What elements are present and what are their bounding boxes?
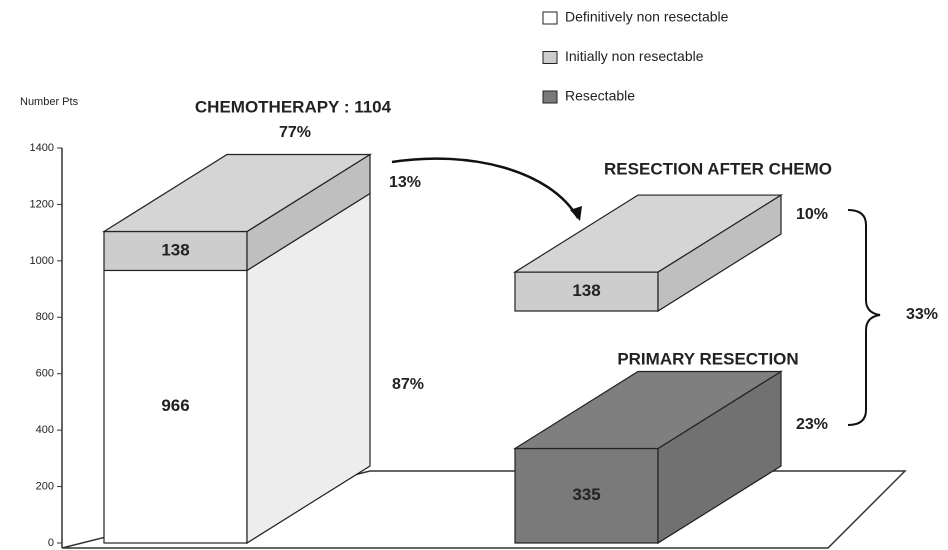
legend-swatch [542, 51, 558, 64]
y-tick-label: 0 [48, 537, 54, 549]
legend-label: Initially non resectable [565, 48, 704, 64]
legend-label: Resectable [565, 88, 635, 104]
y-tick-label: 1000 [30, 255, 54, 267]
annotation: 13% [389, 174, 421, 191]
y-tick-label: 200 [36, 480, 54, 492]
y-tick-label: 600 [36, 368, 54, 380]
category-label: RESECTION AFTER CHEMO [604, 159, 832, 178]
y-tick-label: 1200 [30, 198, 54, 210]
bar [514, 271, 659, 312]
legend-label: Definitively non resectable [565, 9, 729, 25]
y-tick-label: 400 [36, 424, 54, 436]
annotation: 10% [796, 206, 828, 223]
annotation: 77% [279, 124, 311, 141]
bar-top [101, 153, 373, 233]
bar-top [512, 194, 784, 273]
brace [847, 209, 881, 426]
legend-swatch [542, 11, 558, 25]
arrow-head [570, 206, 582, 221]
y-axis-label: Number Pts [20, 96, 79, 108]
annotation: 87% [392, 376, 424, 393]
bar [103, 269, 248, 544]
annotation: 33% [906, 306, 938, 323]
category-label: PRIMARY RESECTION [617, 349, 798, 368]
arrow [391, 157, 580, 219]
category-label: CHEMOTHERAPY : 1104 [195, 97, 392, 116]
value-label: 335 [572, 485, 600, 504]
bar [514, 447, 659, 544]
y-tick-label: 800 [36, 311, 54, 323]
value-label: 138 [572, 281, 600, 300]
value-label: 966 [161, 396, 189, 415]
annotation: 23% [796, 416, 828, 433]
legend-swatch [542, 90, 558, 104]
value-label: 138 [161, 240, 189, 259]
y-tick-label: 1400 [30, 142, 54, 154]
bar-top [512, 370, 784, 450]
